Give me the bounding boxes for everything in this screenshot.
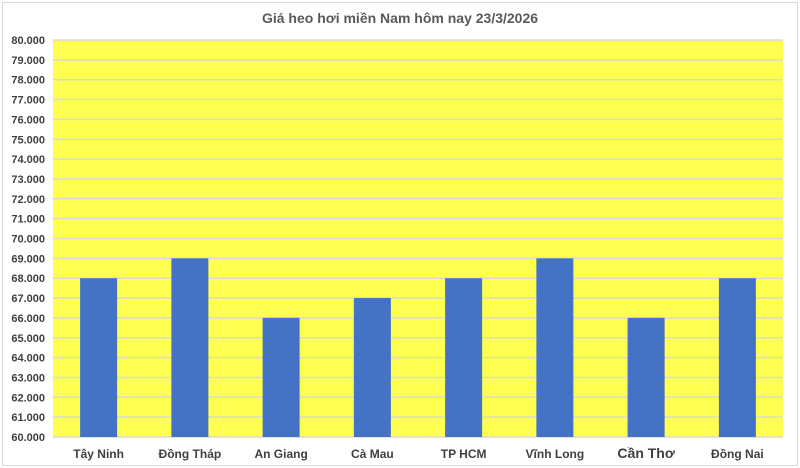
y-tick-label: 76.000	[11, 114, 45, 126]
bar-6	[536, 258, 574, 437]
y-tick-label: 79.000	[11, 55, 45, 67]
x-tick-label: Vĩnh Long	[526, 447, 585, 461]
y-tick-label: 78.000	[11, 75, 45, 87]
bar-1	[80, 278, 118, 437]
y-tick-label: 62.000	[11, 392, 45, 404]
x-tick-label: Cà Mau	[351, 447, 394, 461]
y-tick-label: 74.000	[11, 154, 45, 166]
chart-title: Giá heo hơi miền Nam hôm nay 23/3/2026	[261, 10, 539, 26]
y-tick-label: 60.000	[11, 432, 45, 444]
y-tick-label: 63.000	[11, 372, 45, 384]
y-tick-label: 68.000	[11, 273, 45, 285]
y-tick-label: 71.000	[11, 214, 45, 226]
x-tick-label: Tây Ninh	[73, 447, 124, 461]
x-tick-label: TP HCM	[441, 447, 487, 461]
x-tick-label: Đồng Tháp	[159, 447, 222, 461]
y-tick-label: 75.000	[11, 134, 45, 146]
y-tick-label: 80.000	[11, 35, 45, 47]
bar-8	[718, 278, 756, 437]
x-tick-label: An Giang	[254, 447, 307, 461]
bar-3	[262, 317, 300, 437]
y-tick-label: 61.000	[11, 412, 45, 424]
y-tick-label: 72.000	[11, 194, 45, 206]
x-tick-label: Đồng Nai	[711, 447, 764, 461]
y-tick-label: 69.000	[11, 253, 45, 265]
bar-4	[353, 298, 391, 437]
bar-5	[445, 278, 483, 437]
bar-7	[627, 317, 665, 437]
y-tick-label: 64.000	[11, 353, 45, 365]
y-tick-label: 70.000	[11, 234, 45, 246]
y-tick-label: 65.000	[11, 333, 45, 345]
y-tick-label: 67.000	[11, 293, 45, 305]
x-tick-label: Cần Thơ	[617, 445, 674, 461]
y-tick-label: 66.000	[11, 313, 45, 325]
y-tick-label: 73.000	[11, 174, 45, 186]
y-tick-label: 77.000	[11, 95, 45, 107]
bar-2	[171, 258, 209, 437]
